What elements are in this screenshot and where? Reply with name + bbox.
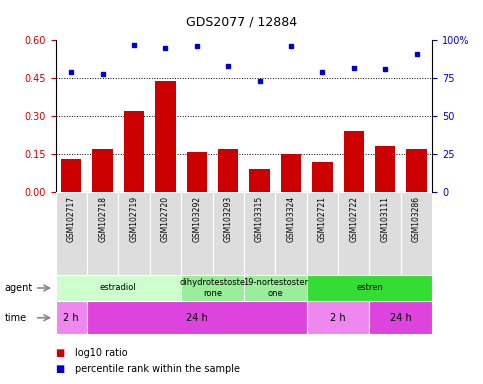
Text: agent: agent <box>5 283 33 293</box>
Text: GSM102719: GSM102719 <box>129 196 139 242</box>
Text: ■: ■ <box>56 364 65 374</box>
FancyBboxPatch shape <box>307 301 369 334</box>
Bar <box>186 152 207 192</box>
FancyBboxPatch shape <box>307 192 338 275</box>
Bar <box>249 169 270 192</box>
Bar <box>218 149 239 192</box>
Bar <box>406 149 427 192</box>
FancyBboxPatch shape <box>401 192 432 275</box>
Bar <box>343 131 364 192</box>
FancyBboxPatch shape <box>56 301 87 334</box>
Text: GSM102718: GSM102718 <box>98 196 107 242</box>
Bar <box>155 81 176 192</box>
Text: ■: ■ <box>56 348 65 358</box>
Text: 24 h: 24 h <box>186 313 208 323</box>
FancyBboxPatch shape <box>56 192 87 275</box>
FancyBboxPatch shape <box>307 275 432 301</box>
Text: GSM103286: GSM103286 <box>412 196 421 242</box>
Text: 2 h: 2 h <box>330 313 346 323</box>
Text: estradiol: estradiol <box>100 283 137 293</box>
Text: 2 h: 2 h <box>63 313 79 323</box>
Text: percentile rank within the sample: percentile rank within the sample <box>75 364 240 374</box>
FancyBboxPatch shape <box>369 301 432 334</box>
Text: GSM102722: GSM102722 <box>349 196 358 242</box>
Text: 24 h: 24 h <box>390 313 412 323</box>
Text: time: time <box>5 313 27 323</box>
Text: GSM103292: GSM103292 <box>192 196 201 242</box>
Text: GSM102720: GSM102720 <box>161 196 170 242</box>
FancyBboxPatch shape <box>118 192 150 275</box>
Text: estren: estren <box>356 283 383 293</box>
FancyBboxPatch shape <box>244 192 275 275</box>
FancyBboxPatch shape <box>56 275 181 301</box>
Text: 19-nortestoster
one: 19-nortestoster one <box>243 278 308 298</box>
Bar <box>281 154 301 192</box>
Bar <box>124 111 144 192</box>
FancyBboxPatch shape <box>181 192 213 275</box>
FancyBboxPatch shape <box>275 192 307 275</box>
Text: GSM103315: GSM103315 <box>255 196 264 242</box>
FancyBboxPatch shape <box>244 275 307 301</box>
Text: log10 ratio: log10 ratio <box>75 348 128 358</box>
Text: GDS2077 / 12884: GDS2077 / 12884 <box>186 15 297 28</box>
Text: GSM103111: GSM103111 <box>381 196 390 242</box>
FancyBboxPatch shape <box>150 192 181 275</box>
Text: GSM103324: GSM103324 <box>286 196 296 242</box>
Text: GSM102717: GSM102717 <box>67 196 76 242</box>
FancyBboxPatch shape <box>87 192 118 275</box>
FancyBboxPatch shape <box>338 192 369 275</box>
Bar <box>61 159 82 192</box>
Bar <box>312 162 333 192</box>
FancyBboxPatch shape <box>181 275 244 301</box>
FancyBboxPatch shape <box>369 192 401 275</box>
FancyBboxPatch shape <box>213 192 244 275</box>
Text: GSM102721: GSM102721 <box>318 196 327 242</box>
FancyBboxPatch shape <box>87 301 307 334</box>
Bar <box>375 147 396 192</box>
Text: dihydrotestoste
rone: dihydrotestoste rone <box>180 278 245 298</box>
Bar <box>92 149 113 192</box>
Text: GSM103293: GSM103293 <box>224 196 233 242</box>
